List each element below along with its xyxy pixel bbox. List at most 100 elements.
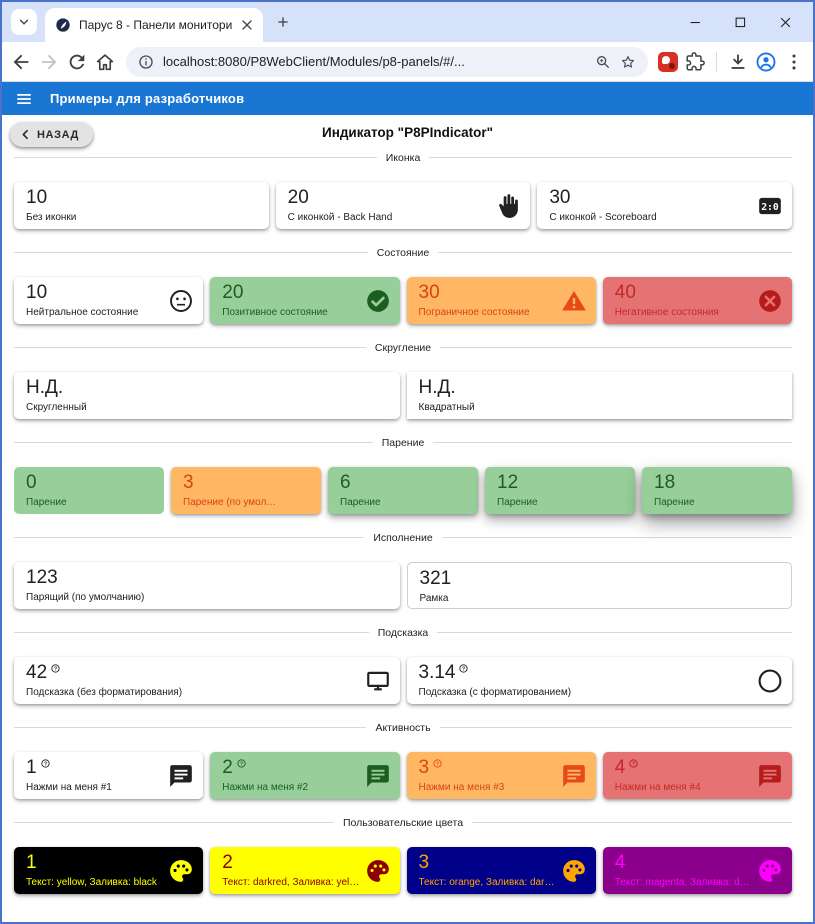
hamburger-menu-icon[interactable] bbox=[15, 90, 33, 108]
indicator-value: 10 bbox=[26, 187, 48, 208]
card-row: 1? Нажми на меня #1 2? Нажми на меня #2 3? На… bbox=[14, 752, 792, 799]
indicator-card: 18 Парение bbox=[642, 467, 792, 514]
window-minimize-button[interactable] bbox=[688, 15, 703, 30]
indicator-card[interactable]: 3? Нажми на меня #3 bbox=[406, 752, 596, 799]
value-row: 1? bbox=[26, 758, 163, 778]
forward-nav-icon[interactable] bbox=[38, 51, 60, 73]
indicator-card: 321 Рамка bbox=[406, 562, 792, 609]
tab-close-icon[interactable] bbox=[239, 17, 255, 33]
indicator-value: 10 bbox=[26, 282, 48, 303]
indicator-card[interactable]: 1? Нажми на меня #1 bbox=[14, 752, 204, 799]
back-hand-icon bbox=[495, 193, 521, 219]
site-info-icon[interactable] bbox=[138, 54, 154, 70]
new-tab-button[interactable] bbox=[275, 14, 291, 30]
indicator-value: 20 bbox=[222, 282, 244, 303]
indicator-value: 0 bbox=[26, 472, 37, 493]
value-row: 2 bbox=[222, 853, 359, 873]
value-row: 30 bbox=[419, 283, 556, 303]
indicator-label: Парение bbox=[497, 496, 538, 508]
section: Парение 0 Парение 3 Парение (по умолчанию) 6 П… bbox=[14, 436, 793, 514]
divider-line bbox=[441, 537, 792, 538]
chevron-left-icon bbox=[22, 129, 28, 140]
tab-favicon-icon bbox=[55, 17, 71, 33]
scoreboard-icon: 2:0 bbox=[757, 193, 783, 219]
browser-tab[interactable]: Парус 8 - Панели мониторинг bbox=[45, 8, 263, 42]
section-title: Иконка bbox=[385, 151, 421, 164]
help-icon: ? bbox=[51, 664, 60, 673]
menu-dots-icon[interactable] bbox=[783, 51, 805, 73]
indicator-value: 123 bbox=[26, 567, 58, 588]
section-divider: Подсказка bbox=[14, 626, 792, 639]
svg-text:?: ? bbox=[462, 666, 465, 672]
cancel-circle-icon bbox=[757, 288, 783, 314]
value-row: 10 bbox=[26, 283, 163, 303]
value-row: 30 bbox=[549, 188, 752, 208]
indicator-card: 10 Нейтральное состояние bbox=[14, 277, 204, 324]
url-text[interactable]: localhost:8080/P8WebClient/Modules/p8-pa… bbox=[163, 54, 465, 69]
card-row: 42? Подсказка (без форматирования) 3.14? По… bbox=[14, 657, 792, 704]
extension-red-icon[interactable] bbox=[658, 51, 678, 72]
indicator-label: С иконкой - Back Hand bbox=[287, 211, 393, 223]
window-close-button[interactable] bbox=[778, 15, 793, 30]
indicator-card[interactable]: 2? Нажми на меня #2 bbox=[210, 752, 400, 799]
tab-search-button[interactable] bbox=[11, 9, 37, 35]
value-row: 20 bbox=[222, 283, 359, 303]
profile-icon[interactable] bbox=[755, 51, 777, 73]
card-row: Н.Д. Скругленный Н.Д. Квадратный bbox=[14, 372, 792, 419]
indicator-value: 6 bbox=[340, 472, 351, 493]
reload-icon[interactable] bbox=[66, 51, 88, 73]
downloads-icon[interactable] bbox=[727, 51, 749, 73]
section: Пользовательские цвета 1 Текст: yellow, За… bbox=[14, 816, 793, 894]
palette-icon bbox=[757, 858, 783, 884]
divider-line bbox=[14, 347, 366, 348]
indicator-card: 1 Текст: yellow, Заливка: black bbox=[14, 847, 204, 894]
home-icon[interactable] bbox=[94, 51, 116, 73]
section-title: Парение bbox=[381, 436, 425, 449]
indicator-value: 3 bbox=[183, 472, 194, 493]
url-bar[interactable]: localhost:8080/P8WebClient/Modules/p8-pa… bbox=[126, 46, 648, 77]
extensions-puzzle-icon[interactable] bbox=[684, 51, 706, 73]
section: Подсказка 42? Подсказка (без форматировани… bbox=[14, 626, 792, 704]
indicator-card: 3 Текст: orange, Заливка: darkblue bbox=[406, 847, 596, 894]
indicator-value: 1 bbox=[26, 852, 37, 873]
indicator-label: Текст: magenta, Заливка: darkmage... bbox=[614, 876, 752, 888]
divider-line bbox=[438, 252, 792, 253]
indicator-label: Парение bbox=[654, 496, 695, 508]
indicator-label: Нейтральное состояние bbox=[26, 306, 139, 318]
section-title: Исполнение bbox=[373, 531, 433, 544]
indicator-label: Текст: yellow, Заливка: black bbox=[26, 876, 157, 888]
toolbar-separator bbox=[716, 51, 717, 72]
warning-triangle-icon bbox=[561, 288, 587, 314]
zoom-icon[interactable] bbox=[595, 54, 611, 70]
palette-icon bbox=[561, 858, 587, 884]
indicator-value: 4 bbox=[614, 852, 626, 873]
indicator-label: Подсказка (с форматированием) bbox=[418, 686, 572, 698]
indicator-label: Рамка bbox=[419, 592, 449, 604]
divider-line bbox=[14, 252, 368, 253]
indicator-label: Текст: orange, Заливка: darkblue bbox=[418, 876, 556, 888]
section-title: Пользовательские цвета bbox=[342, 816, 464, 829]
help-icon: ? bbox=[40, 759, 50, 768]
indicator-card: 42? Подсказка (без форматирования) bbox=[14, 657, 400, 704]
back-button[interactable]: НАЗАД bbox=[10, 122, 93, 147]
divider-line bbox=[472, 822, 793, 823]
indicator-card: Н.Д. Скругленный bbox=[14, 372, 400, 419]
window-maximize-button[interactable] bbox=[733, 15, 748, 30]
section: Иконка 10 Без иконки 20 С иконкой - Back Han… bbox=[14, 151, 792, 229]
help-icon: ? bbox=[433, 759, 442, 768]
indicator-card: 2 Текст: darkred, Заливка: yellow bbox=[210, 847, 400, 894]
app-bar: Примеры для разработчиков bbox=[2, 82, 813, 115]
chevron-down-icon bbox=[19, 19, 29, 25]
palette-icon bbox=[365, 858, 391, 884]
value-row: 10 bbox=[26, 188, 229, 208]
help-icon: ? bbox=[237, 759, 246, 768]
value-row: 1 bbox=[26, 853, 163, 873]
help-icon: ? bbox=[459, 664, 469, 673]
section-divider: Исполнение bbox=[14, 531, 792, 544]
bookmark-star-icon[interactable] bbox=[620, 54, 636, 70]
circle-outline-icon bbox=[757, 668, 783, 694]
indicator-card[interactable]: 4? Нажми на меня #4 bbox=[602, 752, 792, 799]
section-divider: Активность bbox=[14, 721, 793, 734]
back-nav-icon[interactable] bbox=[10, 51, 32, 73]
indicator-label: Нажми на меня #3 bbox=[418, 781, 505, 793]
